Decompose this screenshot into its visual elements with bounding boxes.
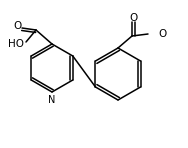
Text: O: O xyxy=(130,13,138,23)
Text: HO: HO xyxy=(8,39,24,49)
Text: O: O xyxy=(158,29,166,39)
Text: O: O xyxy=(14,21,22,31)
Text: N: N xyxy=(48,95,56,105)
